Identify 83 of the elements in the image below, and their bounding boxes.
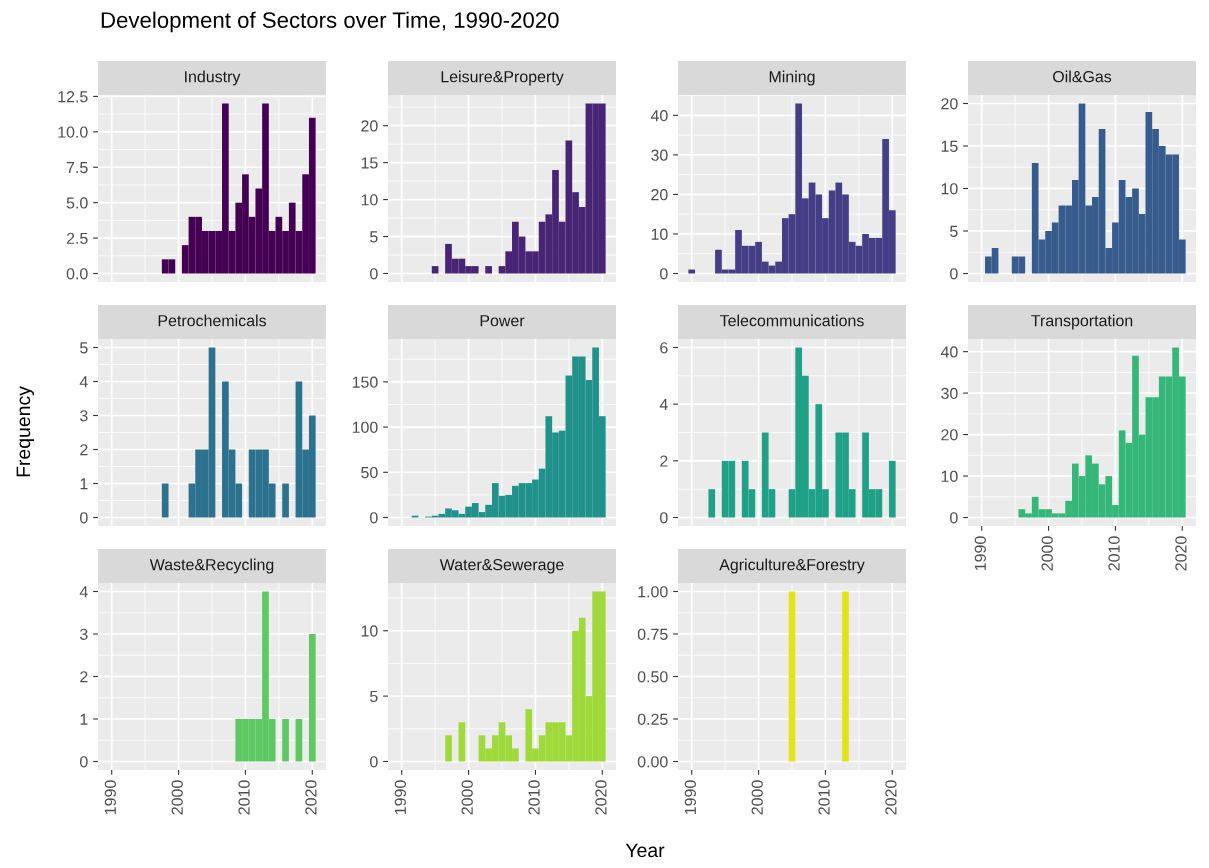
- y-tick-label: 40: [650, 109, 668, 122]
- y-tick-label: 10: [941, 470, 958, 482]
- y-tick-label: 2: [80, 671, 88, 683]
- y-tick-label: 1: [80, 478, 88, 490]
- y-tick-label: 20: [941, 429, 958, 441]
- y-tick-label: 10.0: [58, 126, 88, 138]
- y-tick-label: 0.50: [637, 671, 668, 683]
- chart-title: Mining: [769, 70, 815, 86]
- y-tick-label: 15: [361, 157, 378, 169]
- y-tick-label: 0: [370, 268, 378, 280]
- y-tick-label: 4: [79, 586, 88, 598]
- y-tick-label: 30: [941, 387, 958, 400]
- y-tick-label: 40: [940, 346, 958, 358]
- y-tick-label: 1: [80, 713, 88, 725]
- y-tick-label: 5.0: [66, 197, 88, 209]
- x-tick-label: 1990: [684, 780, 696, 815]
- chart-title: Leisure&Property: [441, 70, 564, 86]
- y-tick-label: 10: [361, 194, 378, 206]
- y-tick-label: 4: [79, 376, 88, 388]
- x-tick-label: 2020: [1175, 536, 1187, 571]
- chart-title: Oil&Gas: [1053, 70, 1112, 83]
- x-tick-label: 2000: [171, 780, 183, 815]
- chart-title: Agriculture&Forestry: [719, 558, 865, 574]
- chart-title: Telecommunications: [720, 314, 864, 327]
- y-tick-label: 1.00: [638, 586, 668, 598]
- chart-title: Petrochemicals: [158, 314, 267, 327]
- y-tick-label: 0: [660, 268, 668, 280]
- y-tick-label: 0.00: [637, 756, 668, 768]
- x-tick-label: 2010: [818, 780, 830, 815]
- y-tick-label: 2: [80, 444, 88, 456]
- y-tick-label: 20: [651, 189, 668, 201]
- x-tick-label: 1990: [974, 536, 986, 571]
- y-tick-label: 0: [950, 268, 958, 280]
- x-tick-label: 2020: [595, 780, 607, 815]
- y-tick-label: 0: [950, 512, 958, 524]
- y-tick-label: 15: [941, 140, 958, 152]
- chart-title: Power: [480, 315, 525, 327]
- y-tick-label: 20: [361, 120, 378, 132]
- y-tick-label: 0: [80, 756, 88, 768]
- y-tick-label: 5: [950, 225, 958, 237]
- text: Year: [625, 843, 665, 858]
- y-tick-label: 150: [352, 376, 378, 388]
- x-tick-label: 2000: [751, 780, 763, 815]
- y-tick-label: 10: [361, 625, 378, 637]
- y-tick-label: 0: [80, 512, 88, 524]
- chart-title: Water&Sewerage: [439, 558, 564, 574]
- y-tick-label: 10: [651, 228, 668, 240]
- y-tick-label: 4: [659, 398, 668, 410]
- y-tick-label: 2.5: [66, 232, 88, 245]
- text: Frequency: [16, 386, 35, 477]
- x-tick-label: 2010: [238, 780, 250, 815]
- y-tick-label: 0: [660, 512, 668, 524]
- y-tick-label: 20: [941, 98, 958, 110]
- y-tick-label: 0.25: [637, 713, 668, 725]
- y-tick-label: 0: [370, 512, 378, 524]
- y-tick-label: 0.0: [66, 268, 88, 280]
- y-tick-label: 6: [660, 342, 668, 354]
- x-tick-label: 2010: [528, 780, 540, 815]
- chart-title: Industry: [185, 70, 241, 86]
- y-tick-label: 12.5: [58, 91, 88, 103]
- chart-title: Transportation: [1031, 314, 1133, 330]
- x-tick-label: 1990: [394, 780, 406, 815]
- y-tick-label: 100: [352, 421, 378, 434]
- y-tick-label: 0: [370, 756, 378, 768]
- x-tick-label: 2020: [305, 780, 317, 815]
- y-tick-label: 7.5: [66, 162, 88, 174]
- x-tick-label: 2000: [461, 780, 473, 815]
- x-tick-label: 1990: [104, 780, 116, 815]
- x-tick-label: 2000: [1041, 536, 1053, 571]
- y-tick-label: 2: [660, 455, 668, 467]
- y-tick-label: 5: [80, 342, 88, 354]
- y-tick-label: 3: [80, 410, 88, 422]
- y-tick-label: 5: [370, 231, 378, 243]
- y-tick-label: 50: [361, 466, 378, 479]
- x-tick-label: 2010: [1108, 536, 1120, 571]
- y-tick-label: 5: [370, 690, 378, 703]
- x-tick-label: 2020: [885, 780, 897, 815]
- chart-title: Waste&Recycling: [149, 558, 274, 574]
- y-tick-label: 10: [941, 183, 958, 195]
- y-tick-label: 30: [651, 149, 668, 161]
- text: Development of Sectors over Time, 1990-2020: [101, 11, 559, 33]
- y-tick-label: 3: [80, 628, 88, 640]
- y-tick-label: 0.75: [637, 628, 668, 640]
